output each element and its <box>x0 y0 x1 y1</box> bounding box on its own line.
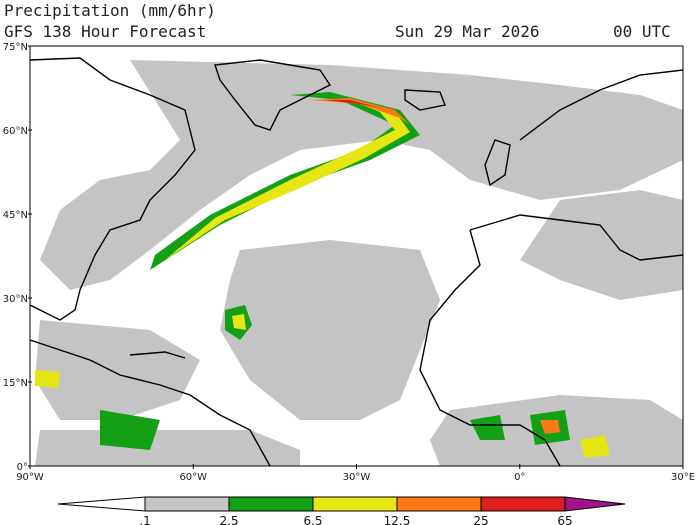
colorbar-segment <box>144 496 230 512</box>
colorbar-segment <box>312 496 398 512</box>
forecast-date: Sun 29 Mar 2026 <box>395 22 540 41</box>
colorbar-label: 25 <box>473 514 488 525</box>
title: Precipitation (mm/6hr) <box>4 1 216 20</box>
lat-label: 60°N <box>3 126 28 137</box>
colorbar-label: 2.5 <box>219 514 238 525</box>
map <box>29 45 684 467</box>
lat-label: 30°N <box>3 294 28 305</box>
colorbar-end <box>57 496 146 512</box>
lat-label: 0° <box>17 462 28 473</box>
subtitle: GFS 138 Hour Forecast <box>4 22 206 41</box>
lat-label: 75°N <box>3 42 28 53</box>
colorbar-segment <box>228 496 314 512</box>
colorbar-label: .1 <box>139 514 150 525</box>
colorbar-label: 12.5 <box>384 514 411 525</box>
frontal-band <box>35 92 610 458</box>
lon-label: 0° <box>514 472 525 483</box>
light-precip <box>35 60 683 466</box>
colorbar-end <box>564 496 626 512</box>
colorbar-segment <box>480 496 566 512</box>
lon-label: 30°E <box>671 472 695 483</box>
colorbar-label: 6.5 <box>303 514 322 525</box>
colorbar-label: 65 <box>557 514 572 525</box>
lat-label: 15°N <box>3 378 28 389</box>
forecast-time: 00 UTC <box>613 22 671 41</box>
lon-label: 60°W <box>179 472 207 483</box>
coastlines <box>29 57 684 467</box>
lon-label: 90°W <box>16 472 44 483</box>
colorbar-segment <box>396 496 482 512</box>
lat-label: 45°N <box>3 210 28 221</box>
lon-label: 30°W <box>343 472 371 483</box>
